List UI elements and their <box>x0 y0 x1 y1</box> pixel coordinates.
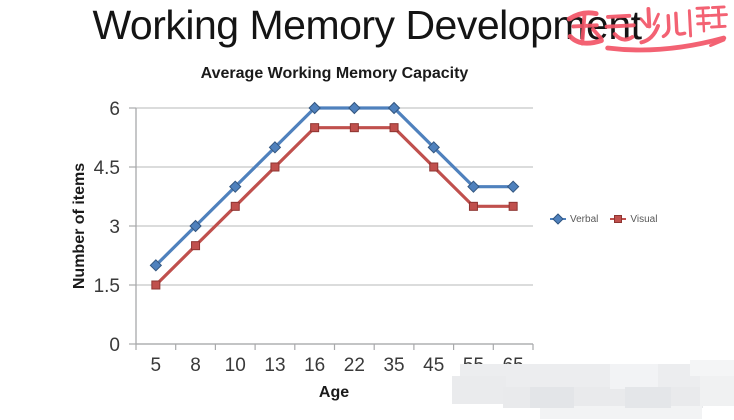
legend-label: Visual <box>630 213 658 225</box>
diamond-marker-icon <box>149 259 163 272</box>
square-marker-icon <box>151 280 161 290</box>
x-tick-label: 13 <box>264 355 285 376</box>
diamond-marker-icon <box>308 101 321 115</box>
y-axis-title: Number of items <box>71 162 88 290</box>
series-line-visual <box>154 126 514 287</box>
x-tick-label: 10 <box>225 355 246 376</box>
legend-label: Verbal <box>570 213 599 225</box>
x-tick-label: 5 <box>151 355 162 376</box>
x-tick-label: 35 <box>383 355 404 376</box>
legend-line <box>550 213 566 225</box>
diamond-marker-icon <box>268 141 282 154</box>
diamond-marker-icon <box>467 180 480 193</box>
square-marker-icon <box>349 123 359 133</box>
x-tick-label: 55 <box>463 355 484 376</box>
square-marker-icon <box>614 215 623 223</box>
diamond-marker-icon <box>189 219 202 233</box>
diamond-marker-icon <box>348 101 361 115</box>
x-tick-label: 22 <box>344 355 365 376</box>
square-marker-icon <box>230 201 240 211</box>
diamond-marker-icon <box>506 180 520 193</box>
legend-item-verbal: Verbal <box>550 213 599 225</box>
x-tick-label: 65 <box>503 355 524 376</box>
y-tick-label: 0 <box>109 335 120 356</box>
legend-line <box>610 215 627 223</box>
square-marker-icon <box>191 241 201 251</box>
diamond-marker-icon <box>552 213 564 225</box>
square-marker-icon <box>389 123 399 133</box>
square-marker-icon <box>508 201 518 211</box>
square-marker-icon <box>429 162 439 172</box>
y-tick-label: 3 <box>109 217 120 238</box>
x-axis-title: Age <box>318 384 350 401</box>
watermark-calligraphy-icon <box>566 5 728 53</box>
legend-item-visual: Visual <box>610 214 657 225</box>
diamond-marker-icon <box>229 180 242 193</box>
y-tick-label: 4.5 <box>94 158 120 179</box>
y-tick-label: 1.5 <box>94 276 120 297</box>
x-tick-label: 16 <box>304 355 325 376</box>
x-tick-label: 8 <box>190 355 201 376</box>
diamond-marker-icon <box>427 141 440 154</box>
square-marker-icon <box>270 162 280 172</box>
series-line-verbal <box>154 106 514 267</box>
diamond-marker-icon <box>387 101 401 115</box>
slide-title: Working Memory Development <box>92 2 642 48</box>
legend: Verbal Visual <box>550 210 657 228</box>
y-tick-label: 6 <box>109 99 120 120</box>
square-marker-icon <box>310 123 320 133</box>
x-tick-label: 45 <box>423 355 444 376</box>
square-marker-icon <box>468 201 478 211</box>
chart-title: Average Working Memory Capacity <box>200 65 469 82</box>
